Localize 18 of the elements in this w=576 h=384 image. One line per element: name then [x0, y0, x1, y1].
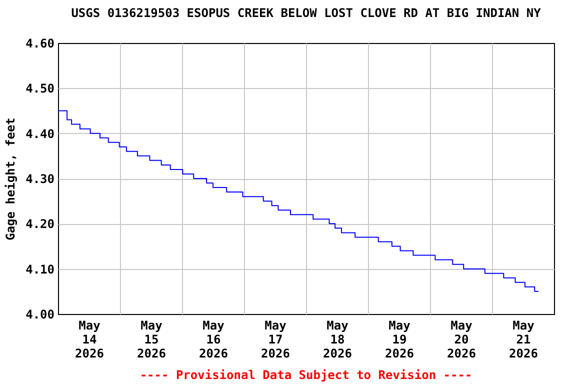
y-tick-label: 4.50	[26, 82, 54, 96]
x-tick-label: May 19 2026	[385, 318, 414, 360]
x-tick-label: May 16 2026	[199, 318, 228, 360]
x-tick-label: May 21 2026	[509, 318, 538, 360]
y-tick-label: 4.40	[26, 126, 54, 141]
x-tick-label: May 20 2026	[447, 318, 476, 360]
x-tick-label: May 14 2026	[75, 318, 104, 360]
y-tick-label: 4.00	[26, 308, 54, 322]
x-tick-label: May 18 2026	[323, 318, 352, 360]
x-tick-label: May 17 2026	[261, 318, 290, 360]
x-tick-label: May 15 2026	[137, 318, 166, 360]
y-axis-title: Gage height, feet	[4, 118, 18, 240]
y-tick-label: 4.20	[26, 217, 54, 232]
y-tick-label: 4.10	[26, 262, 54, 276]
y-tick-label: 4.60	[26, 36, 54, 50]
y-tick-label: 4.30	[26, 172, 54, 186]
text: ---- Provisional Data Subject to Revision ----	[140, 368, 472, 382]
chart-title: USGS 0136219503 ESOPUS CREEK BELOW LOST CLOVE RD AT BIG INDIAN NY	[71, 6, 542, 20]
